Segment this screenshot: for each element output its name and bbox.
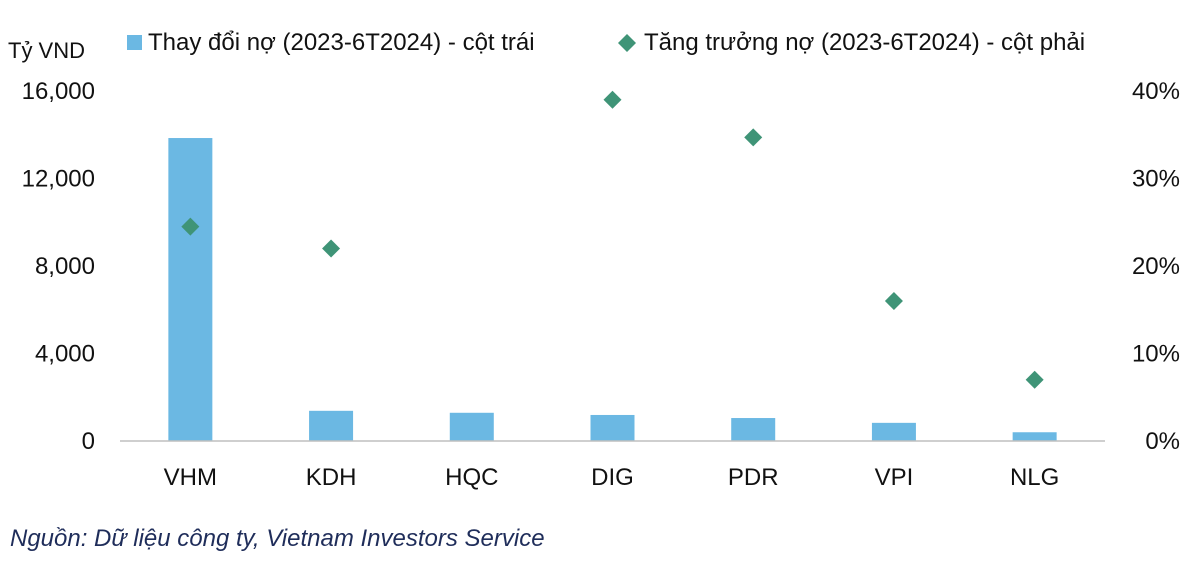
x-tick-label-pdr: PDR bbox=[728, 464, 779, 491]
point-vpi bbox=[884, 292, 903, 310]
y-right-tick-label: 20% bbox=[1132, 253, 1180, 280]
x-tick-label-vpi: VPI bbox=[875, 464, 914, 491]
x-tick-label-kdh: KDH bbox=[306, 464, 357, 491]
y-left-unit-label: Tỷ VND bbox=[8, 38, 85, 63]
legend-scatter-label: Tăng trưởng nợ (2023-6T2024) - cột phải bbox=[644, 29, 1085, 56]
bar-kdh bbox=[309, 410, 354, 441]
y-left-tick-label: 8,000 bbox=[35, 253, 95, 280]
y-right-tick-label: 0% bbox=[1145, 428, 1180, 455]
y-left-tick-label: 16,000 bbox=[22, 78, 95, 105]
bar-dig bbox=[590, 414, 635, 441]
scatter-series bbox=[181, 90, 1044, 389]
point-vhm bbox=[181, 217, 200, 236]
bar-nlg bbox=[1012, 432, 1057, 441]
source-note: Nguồn: Dữ liệu công ty, Vietnam Investor… bbox=[10, 525, 545, 552]
x-tick-label-nlg: NLG bbox=[1010, 464, 1059, 491]
legend-bar-label: Thay đổi nợ (2023-6T2024) - cột trái bbox=[148, 29, 535, 56]
y-left-axis: 0 4,000 8,000 12,000 16,000 bbox=[22, 78, 95, 455]
bar-series bbox=[168, 138, 1057, 441]
bar-vhm bbox=[168, 138, 213, 441]
legend-diamond-swatch bbox=[618, 34, 636, 52]
x-tick-label-vhm: VHM bbox=[164, 464, 217, 491]
point-nlg bbox=[1025, 370, 1044, 389]
y-left-tick-label: 0 bbox=[82, 428, 95, 455]
legend-bar-swatch bbox=[127, 35, 142, 50]
point-pdr bbox=[744, 128, 763, 147]
y-right-axis: 0% 10% 20% 30% 40% bbox=[1132, 78, 1180, 455]
bar-vpi bbox=[871, 422, 916, 441]
point-kdh bbox=[322, 239, 341, 258]
y-left-tick-label: 12,000 bbox=[22, 166, 95, 193]
bar-hqc bbox=[449, 412, 494, 441]
x-axis-labels: VHM KDH HQC DIG PDR VPI NLG bbox=[164, 464, 1060, 491]
legend: Thay đổi nợ (2023-6T2024) - cột trái Tăn… bbox=[127, 29, 1085, 56]
y-right-tick-label: 40% bbox=[1132, 78, 1180, 105]
y-left-tick-label: 4,000 bbox=[35, 341, 95, 368]
point-dig bbox=[603, 90, 622, 109]
y-right-tick-label: 30% bbox=[1132, 166, 1180, 193]
bar-pdr bbox=[731, 418, 776, 441]
x-tick-label-hqc: HQC bbox=[445, 464, 498, 491]
y-right-tick-label: 10% bbox=[1132, 341, 1180, 368]
x-tick-label-dig: DIG bbox=[591, 464, 634, 491]
